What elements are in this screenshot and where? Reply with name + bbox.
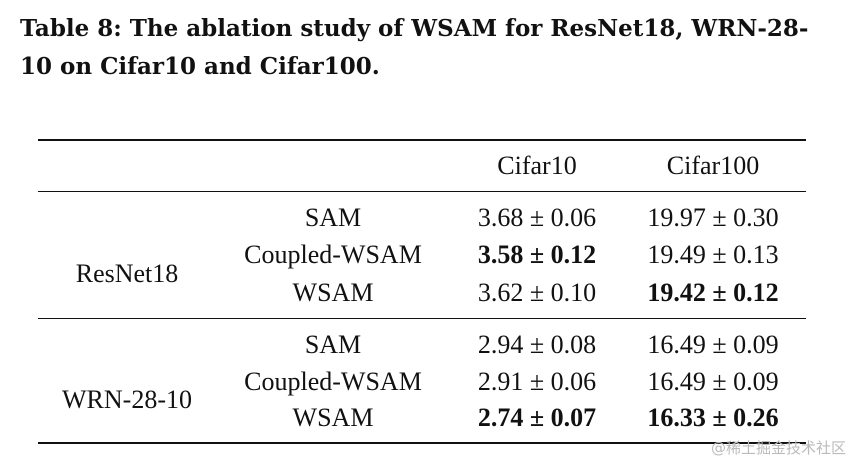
method-label: Coupled-WSAM [244, 367, 422, 396]
cell: 3.58 ± 0.12 [477, 240, 597, 269]
column-header: Cifar10 [497, 151, 577, 180]
column-header: Cifar100 [666, 151, 760, 180]
cell: 2.74 ± 0.07 [477, 403, 597, 432]
model-label: ResNet18 [75, 258, 179, 288]
cell: 3.62 ± 0.10 [477, 278, 597, 307]
method-label: WSAM [292, 403, 374, 432]
cell: 19.49 ± 0.13 [647, 240, 779, 269]
cell: 19.97 ± 0.30 [647, 203, 779, 232]
method-label: Coupled-WSAM [244, 240, 422, 269]
top-rule [38, 139, 806, 141]
bottom-rule [38, 442, 806, 444]
cell: 19.42 ± 0.12 [647, 278, 779, 307]
method-label: SAM [304, 203, 362, 232]
cell: 16.33 ± 0.26 [647, 403, 779, 432]
caption: Table 8: The ablation study of WSAM for … [20, 15, 809, 80]
group-rule [38, 318, 806, 319]
watermark: @稀土掘金技术社区 [710, 439, 846, 457]
cell: 2.91 ± 0.06 [477, 367, 597, 396]
method-label: SAM [304, 330, 362, 359]
method-label: WSAM [292, 278, 374, 307]
mid-rule [38, 191, 806, 192]
cell: 16.49 ± 0.09 [647, 367, 779, 396]
cell: 2.94 ± 0.08 [477, 330, 597, 359]
model-label: WRN-28-10 [62, 384, 192, 414]
cell: 3.68 ± 0.06 [477, 203, 597, 232]
cell: 16.49 ± 0.09 [647, 330, 779, 359]
